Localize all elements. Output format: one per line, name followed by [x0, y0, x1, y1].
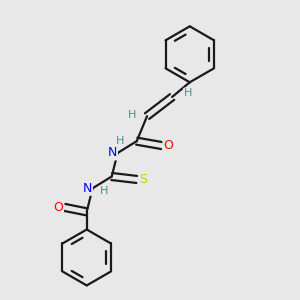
Text: S: S — [139, 173, 147, 186]
Text: O: O — [163, 139, 173, 152]
Text: H: H — [128, 110, 136, 120]
Text: H: H — [116, 136, 125, 146]
Text: N: N — [108, 146, 117, 159]
Text: N: N — [82, 182, 92, 195]
Text: H: H — [100, 186, 109, 196]
Text: H: H — [184, 88, 193, 98]
Text: O: O — [53, 201, 63, 214]
